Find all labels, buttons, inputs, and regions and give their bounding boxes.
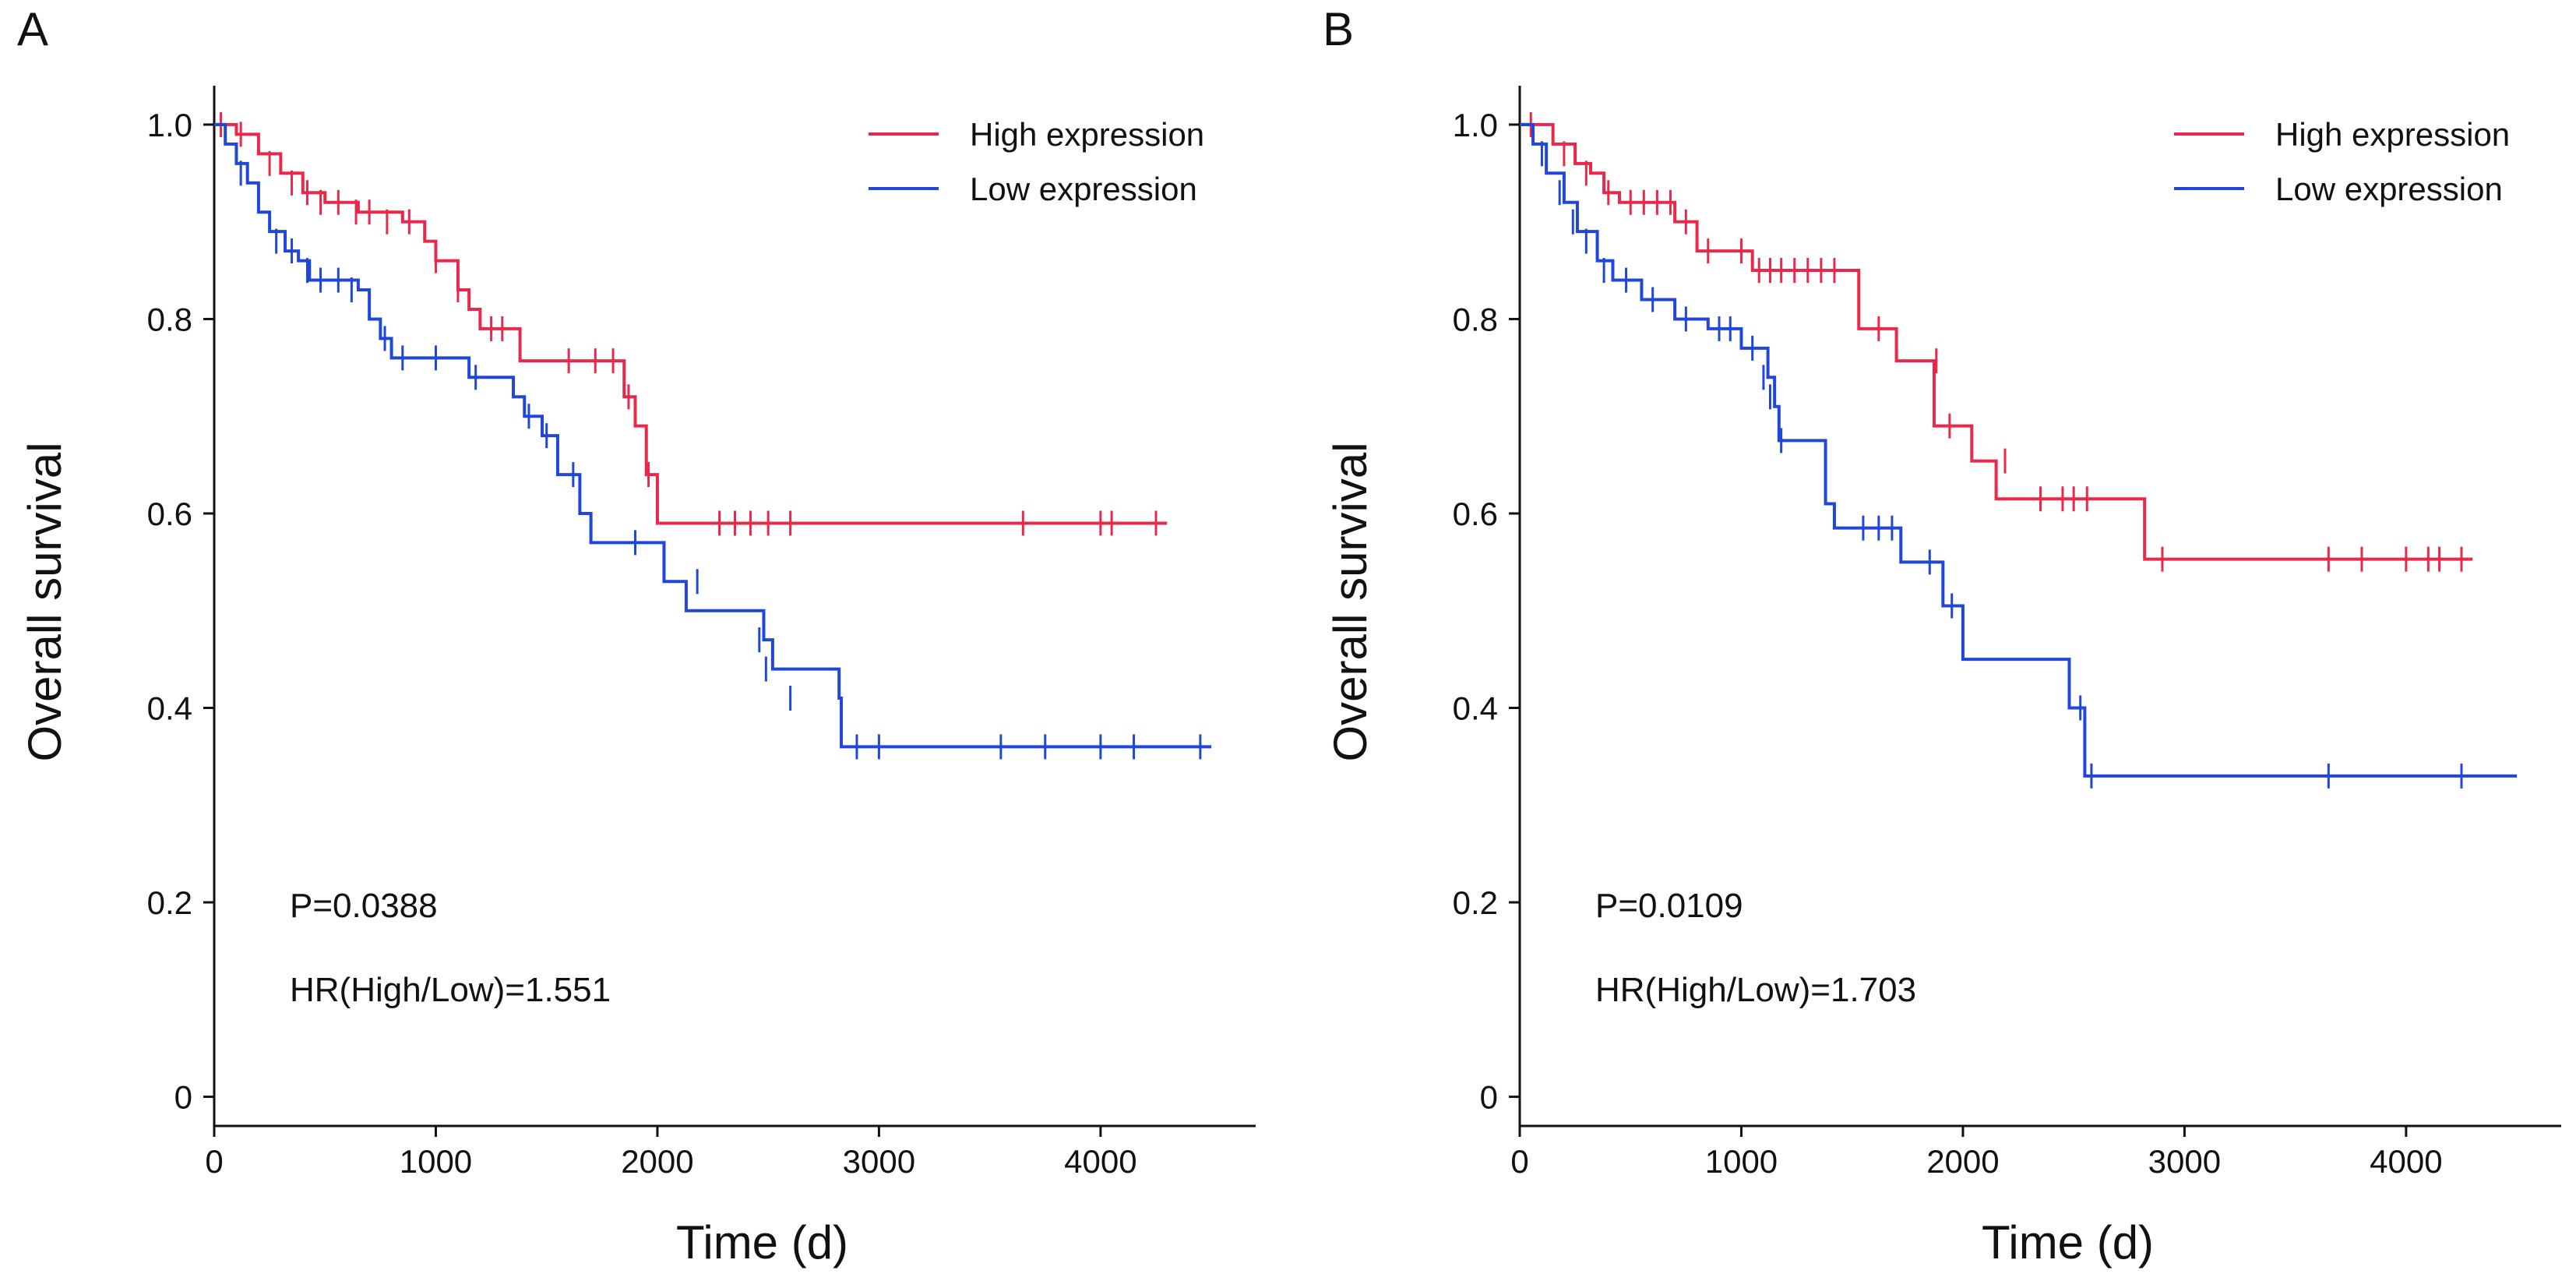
x-tick-label: 4000 [1064,1143,1136,1180]
y-tick-label: 0.2 [147,884,192,921]
y-axis-title: Overall survival [19,442,71,761]
legend-label-high: High expression [2275,116,2510,153]
legend-label-high: High expression [970,116,1204,153]
panel-letter: A [17,3,48,55]
y-tick-label: 0 [1480,1079,1498,1116]
x-tick-label: 0 [205,1143,223,1180]
y-tick-label: 0 [174,1079,192,1116]
panel-letter: B [1323,3,1354,55]
legend-label-low: Low expression [970,171,1197,207]
y-tick-label: 0.4 [147,690,192,727]
y-axis-title: Overall survival [1324,442,1376,761]
x-tick-label: 1000 [400,1143,472,1180]
x-tick-label: 3000 [843,1143,915,1180]
y-tick-label: 0.8 [147,301,192,337]
x-tick-label: 2000 [1926,1143,1999,1180]
p-value-label: P=0.0388 [290,887,438,925]
legend-label-low: Low expression [2275,171,2503,207]
x-axis-title: Time (d) [1982,1216,2154,1269]
y-tick-label: 1.0 [1453,107,1498,143]
hazard-ratio-label: HR(High/Low)=1.551 [290,971,611,1009]
survival-curve-high [1520,122,2473,561]
survival-curve-low [214,122,1212,749]
x-tick-label: 2000 [621,1143,693,1180]
y-tick-label: 1.0 [147,107,192,143]
panel-a: A 0 1000 2000 3000 4000 0 0.2 0.4 0.6 0.8 1.0 Time (… [17,3,1256,1269]
survival-curve-low [1520,122,2518,778]
p-value-label: P=0.0109 [1595,887,1743,925]
y-tick-label: 0.4 [1453,690,1498,727]
y-tick-label: 0.8 [1453,301,1498,337]
x-tick-label: 0 [1510,1143,1528,1180]
panel-b: B 0 1000 2000 3000 4000 0 0.2 0.4 0.6 0.8 1.0 Time (… [1323,3,2561,1269]
hazard-ratio-label: HR(High/Low)=1.703 [1595,971,1916,1009]
x-tick-label: 3000 [2148,1143,2221,1180]
y-tick-label: 0.6 [1453,496,1498,532]
y-tick-label: 0.2 [1453,884,1498,921]
x-tick-label: 1000 [1705,1143,1778,1180]
y-tick-label: 0.6 [147,496,192,532]
x-axis-title: Time (d) [676,1216,848,1269]
x-tick-label: 4000 [2370,1143,2442,1180]
